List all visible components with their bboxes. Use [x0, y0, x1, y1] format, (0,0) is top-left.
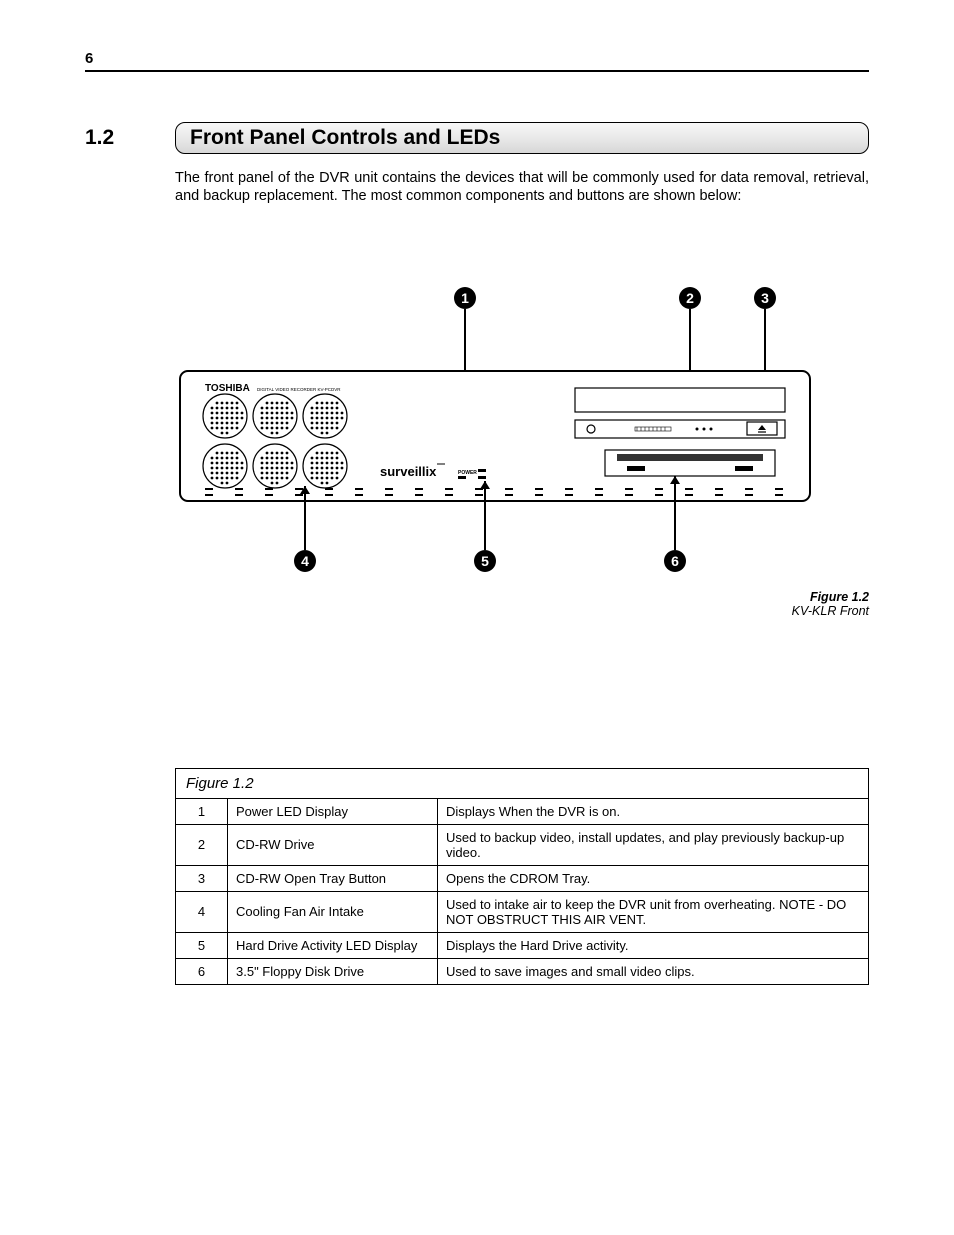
brand-sub-label: DIGITAL VIDEO RECORDER KV-PCDVR [257, 387, 341, 392]
svg-text:4: 4 [301, 553, 309, 569]
table-row: 4Cooling Fan Air IntakeUsed to intake ai… [176, 891, 869, 932]
svg-text:6: 6 [671, 553, 679, 569]
page-number: 6 [85, 50, 93, 67]
svg-text:1: 1 [461, 290, 469, 306]
device-diagram: 1 2 3 TOSHIBA DIGITAL VIDEO RECORDER KV-PC… [175, 286, 869, 618]
table-cell-name: CD-RW Drive [228, 824, 438, 865]
svg-text:3: 3 [761, 290, 769, 306]
table-row: 2CD-RW DriveUsed to backup video, instal… [176, 824, 869, 865]
figure-caption-title: Figure 1.2 [810, 590, 869, 604]
table-cell-name: CD-RW Open Tray Button [228, 865, 438, 891]
figure-table: Figure 1.2 1Power LED DisplayDisplays Wh… [175, 768, 869, 985]
front-panel-svg: 1 2 3 TOSHIBA DIGITAL VIDEO RECORDER KV-PC… [175, 286, 835, 586]
table-cell-num: 3 [176, 865, 228, 891]
table-cell-desc: Displays the Hard Drive activity. [438, 932, 869, 958]
table-row: 3CD-RW Open Tray ButtonOpens the CDROM T… [176, 865, 869, 891]
table-cell-num: 6 [176, 958, 228, 984]
table-cell-num: 2 [176, 824, 228, 865]
table-cell-desc: Used to save images and small video clip… [438, 958, 869, 984]
table-cell-name: 3.5" Floppy Disk Drive [228, 958, 438, 984]
table-cell-desc: Displays When the DVR is on. [438, 798, 869, 824]
section-intro-paragraph: The front panel of the DVR unit contains… [175, 169, 869, 206]
surveillix-logo: surveillix [380, 464, 437, 479]
section-title: Front Panel Controls and LEDs [175, 122, 869, 154]
document-page: 6 1.2 Front Panel Controls and LEDs The … [0, 0, 954, 1045]
table-row: 1Power LED DisplayDisplays When the DVR … [176, 798, 869, 824]
table-cell-desc: Used to backup video, install updates, a… [438, 824, 869, 865]
power-label: POWER [458, 470, 477, 476]
table-cell-num: 5 [176, 932, 228, 958]
section-heading-row: 1.2 Front Panel Controls and LEDs [85, 122, 869, 154]
section-number: 1.2 [85, 122, 175, 154]
table-row: 63.5" Floppy Disk DriveUsed to save imag… [176, 958, 869, 984]
svg-text:5: 5 [481, 553, 489, 569]
figure-caption-sub: KV-KLR Front [792, 604, 869, 618]
svg-text:2: 2 [686, 290, 694, 306]
table-cell-num: 4 [176, 891, 228, 932]
figure-caption: Figure 1.2 KV-KLR Front [175, 590, 869, 618]
figure-table-caption: Figure 1.2 [176, 768, 869, 798]
table-cell-name: Power LED Display [228, 798, 438, 824]
table-cell-name: Cooling Fan Air Intake [228, 891, 438, 932]
table-row: 5Hard Drive Activity LED DisplayDisplays… [176, 932, 869, 958]
figure-table-wrap: Figure 1.2 1Power LED DisplayDisplays Wh… [175, 768, 869, 985]
table-cell-num: 1 [176, 798, 228, 824]
brand-label: TOSHIBA [205, 383, 250, 394]
table-cell-desc: Opens the CDROM Tray. [438, 865, 869, 891]
table-cell-name: Hard Drive Activity LED Display [228, 932, 438, 958]
table-cell-desc: Used to intake air to keep the DVR unit … [438, 891, 869, 932]
page-header: 6 [85, 50, 869, 72]
